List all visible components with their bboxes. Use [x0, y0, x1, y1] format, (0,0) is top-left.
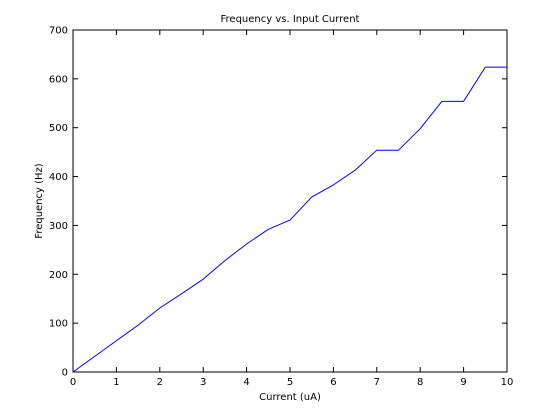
x-tick-label: 7	[374, 377, 380, 388]
y-tick-label: 200	[49, 270, 68, 281]
y-axis-label: Frequency (Hz)	[34, 163, 45, 239]
x-tick-label: 0	[70, 377, 76, 388]
x-tick-label: 2	[157, 377, 163, 388]
x-tick-label: 5	[287, 377, 293, 388]
x-tick-label: 3	[200, 377, 206, 388]
y-tick-label: 400	[49, 172, 68, 183]
x-tick-label: 10	[501, 377, 514, 388]
x-tick-label: 1	[113, 377, 119, 388]
plot-area	[73, 30, 507, 372]
y-tick-label: 300	[49, 221, 68, 232]
y-tick-label: 0	[62, 368, 68, 379]
y-tick-labels: 0 100 200 300 400 500 600 700	[49, 26, 68, 379]
x-tick-label: 6	[330, 377, 336, 388]
x-axis-label: Current (uA)	[259, 392, 321, 403]
y-tick-label: 700	[49, 26, 68, 37]
x-tick-labels: 0 1 2 3 4 5 6 7 8 9 10	[70, 377, 514, 388]
x-tick-label: 9	[460, 377, 466, 388]
chart-title: Frequency vs. Input Current	[221, 14, 360, 25]
y-tick-label: 500	[49, 123, 68, 134]
y-tick-label: 100	[49, 319, 68, 330]
x-tick-label: 8	[417, 377, 423, 388]
x-tick-label: 4	[243, 377, 249, 388]
y-tick-label: 600	[49, 74, 68, 85]
